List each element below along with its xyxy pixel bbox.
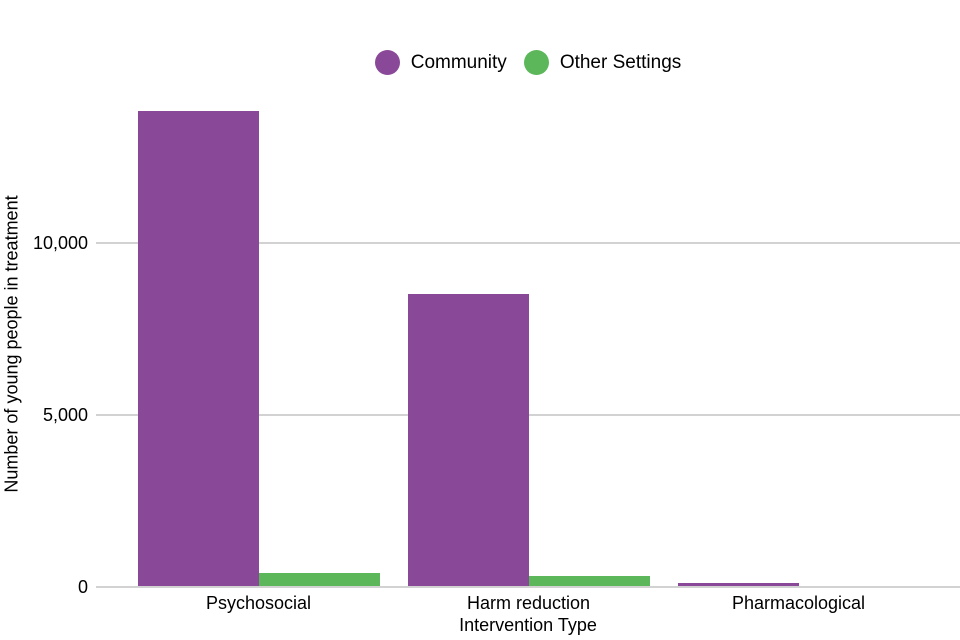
bar-community-psychosocial (137, 111, 259, 586)
bar-community-harm-reduction (407, 293, 529, 586)
other-settings-swatch-icon (523, 49, 549, 75)
gridline-10000 (96, 242, 960, 244)
bar-other-settings-psychosocial (258, 572, 380, 586)
gridline-0 (96, 586, 960, 588)
community-swatch-icon (374, 49, 400, 75)
legend: Community Other Settings (96, 47, 960, 77)
legend-label-community: Community (410, 51, 507, 73)
x-tick-label-pharmacological: Pharmacological (731, 593, 866, 613)
legend-item-other-settings: Other Settings (523, 49, 682, 75)
x-axis-title: Intervention Type (459, 615, 597, 635)
y-tick-label: 10,000 (32, 233, 88, 253)
y-tick-label: 0 (77, 577, 88, 597)
x-tick-label-harm-reduction: Harm reduction (466, 593, 591, 613)
x-tick-label-psychosocial: Psychosocial (205, 593, 312, 613)
bar-community-pharmacological (677, 583, 799, 586)
bar-other-settings-harm-reduction (528, 576, 650, 586)
legend-label-other-settings: Other Settings (559, 51, 682, 73)
legend-item-community: Community (374, 49, 507, 75)
y-tick-label: 5,000 (42, 405, 88, 425)
